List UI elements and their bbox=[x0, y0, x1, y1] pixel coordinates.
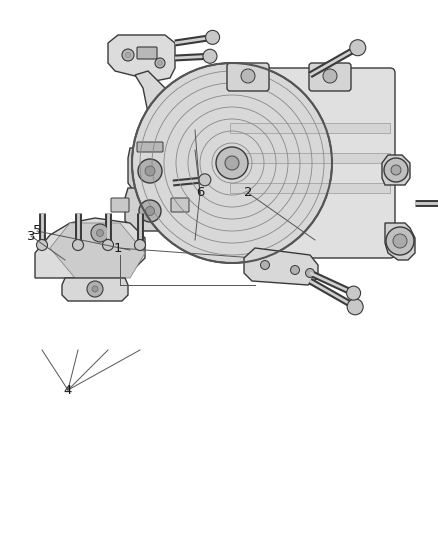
Circle shape bbox=[132, 63, 332, 263]
FancyBboxPatch shape bbox=[137, 47, 157, 59]
Circle shape bbox=[96, 230, 103, 237]
Text: 5: 5 bbox=[33, 224, 41, 238]
Text: 3: 3 bbox=[27, 230, 35, 243]
Circle shape bbox=[350, 40, 366, 56]
Polygon shape bbox=[385, 223, 415, 260]
Circle shape bbox=[92, 286, 98, 292]
Circle shape bbox=[386, 227, 414, 255]
Bar bbox=[230, 183, 390, 193]
Bar bbox=[230, 153, 390, 163]
Text: 1: 1 bbox=[114, 241, 122, 254]
Polygon shape bbox=[108, 35, 175, 81]
FancyBboxPatch shape bbox=[227, 63, 269, 91]
Circle shape bbox=[134, 239, 145, 251]
Polygon shape bbox=[125, 188, 175, 231]
Polygon shape bbox=[50, 223, 145, 278]
Circle shape bbox=[205, 30, 219, 44]
Circle shape bbox=[145, 166, 155, 176]
Circle shape bbox=[346, 286, 360, 300]
Circle shape bbox=[261, 261, 269, 270]
Circle shape bbox=[145, 206, 155, 215]
FancyBboxPatch shape bbox=[171, 198, 189, 212]
Circle shape bbox=[323, 69, 337, 83]
Polygon shape bbox=[382, 155, 410, 185]
Text: 6: 6 bbox=[196, 187, 204, 199]
Polygon shape bbox=[244, 248, 318, 285]
Circle shape bbox=[216, 147, 248, 179]
Circle shape bbox=[155, 58, 165, 68]
FancyBboxPatch shape bbox=[225, 68, 395, 258]
Circle shape bbox=[73, 239, 84, 251]
Circle shape bbox=[139, 200, 161, 222]
Circle shape bbox=[87, 281, 103, 297]
Bar bbox=[230, 123, 390, 133]
FancyBboxPatch shape bbox=[137, 142, 163, 152]
Circle shape bbox=[225, 156, 239, 170]
Polygon shape bbox=[62, 278, 128, 301]
Text: 2: 2 bbox=[244, 187, 252, 199]
FancyBboxPatch shape bbox=[309, 63, 351, 91]
Circle shape bbox=[241, 69, 255, 83]
Circle shape bbox=[384, 158, 408, 182]
Circle shape bbox=[158, 61, 162, 65]
Circle shape bbox=[290, 265, 300, 274]
Text: 4: 4 bbox=[64, 384, 72, 397]
Circle shape bbox=[122, 49, 134, 61]
Polygon shape bbox=[35, 218, 145, 278]
Circle shape bbox=[391, 165, 401, 175]
Circle shape bbox=[125, 52, 131, 58]
Circle shape bbox=[347, 299, 363, 315]
Circle shape bbox=[102, 239, 113, 251]
Polygon shape bbox=[135, 71, 172, 158]
Circle shape bbox=[199, 174, 211, 186]
Circle shape bbox=[393, 234, 407, 248]
Circle shape bbox=[203, 49, 217, 63]
Circle shape bbox=[138, 159, 162, 183]
Circle shape bbox=[91, 224, 109, 242]
Circle shape bbox=[305, 269, 314, 278]
Polygon shape bbox=[128, 148, 172, 193]
FancyBboxPatch shape bbox=[111, 198, 129, 212]
Circle shape bbox=[36, 239, 47, 251]
